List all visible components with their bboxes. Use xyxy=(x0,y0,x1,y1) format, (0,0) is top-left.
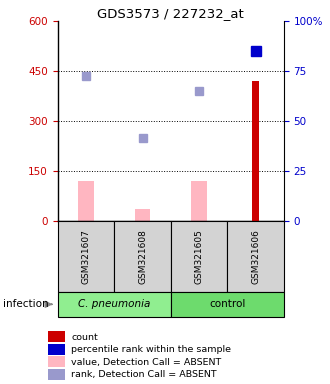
Bar xyxy=(114,221,171,292)
Bar xyxy=(135,209,150,221)
Bar xyxy=(191,181,207,221)
Text: GSM321606: GSM321606 xyxy=(251,229,260,284)
Bar xyxy=(252,81,259,221)
Bar xyxy=(227,221,284,292)
Bar xyxy=(171,292,284,317)
Bar xyxy=(48,356,65,367)
Bar xyxy=(48,369,65,380)
Text: percentile rank within the sample: percentile rank within the sample xyxy=(71,345,231,354)
Text: infection: infection xyxy=(3,299,49,310)
Text: control: control xyxy=(209,299,246,310)
Text: count: count xyxy=(71,333,98,342)
Bar xyxy=(171,221,227,292)
Bar xyxy=(58,221,114,292)
Text: GSM321608: GSM321608 xyxy=(138,229,147,284)
Bar xyxy=(48,331,65,343)
Text: C. pneumonia: C. pneumonia xyxy=(78,299,150,310)
Title: GDS3573 / 227232_at: GDS3573 / 227232_at xyxy=(97,7,244,20)
Text: value, Detection Call = ABSENT: value, Detection Call = ABSENT xyxy=(71,358,221,367)
Text: GSM321605: GSM321605 xyxy=(194,229,204,284)
Bar xyxy=(48,344,65,355)
Bar xyxy=(78,181,94,221)
Bar xyxy=(58,292,171,317)
Text: rank, Detection Call = ABSENT: rank, Detection Call = ABSENT xyxy=(71,370,217,379)
Text: GSM321607: GSM321607 xyxy=(82,229,90,284)
